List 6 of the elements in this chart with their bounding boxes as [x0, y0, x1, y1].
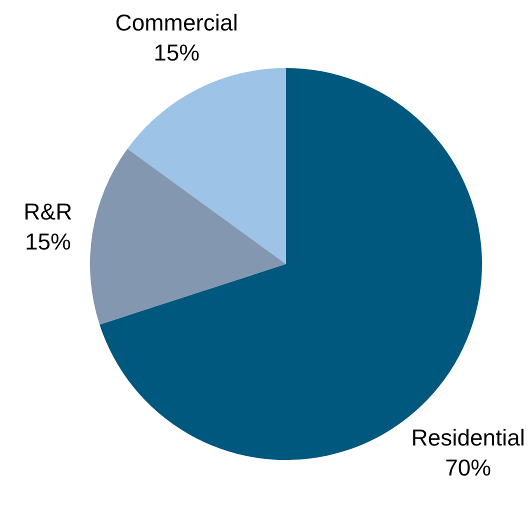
slice-label: R&R: [24, 198, 72, 224]
data-label: 70%: [445, 454, 492, 481]
data-label: 15%: [154, 39, 200, 66]
slice-label: Residential: [411, 424, 526, 451]
slice-label: Commercial: [115, 9, 238, 36]
data-label: 15%: [24, 228, 71, 254]
